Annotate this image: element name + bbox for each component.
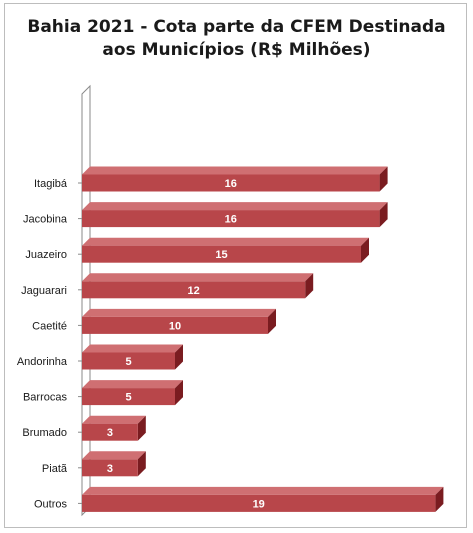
bar-side-3 — [305, 273, 314, 299]
data-label-4: 10 — [169, 320, 181, 332]
bar-side-2 — [361, 237, 369, 263]
bar-top-4 — [82, 308, 276, 317]
tick-label-2: Juazeiro — [25, 249, 67, 261]
chart-title: Bahia 2021 - Cota parte da CFEM Destinad… — [0, 16, 473, 62]
bar-side-4 — [268, 308, 276, 334]
tick-label-7: Brumado — [22, 427, 67, 439]
bar-side-8 — [137, 451, 146, 477]
data-label-9: 19 — [253, 498, 265, 510]
bar-top-8 — [82, 451, 146, 460]
tick-label-8: Piatã — [42, 463, 68, 475]
chart-title-line-1: Bahia 2021 - Cota parte da CFEM Destinad… — [27, 17, 446, 37]
tick-label-9: Outros — [34, 498, 68, 510]
bar-6 — [82, 388, 175, 406]
tick-label-1: Jacobina — [23, 214, 68, 226]
bar-2 — [82, 245, 361, 263]
bar-4 — [82, 316, 268, 334]
chart-frame — [4, 3, 467, 528]
bar-top-5 — [82, 344, 183, 353]
bar-7 — [82, 423, 138, 441]
data-label-5: 5 — [125, 356, 131, 368]
bar-top-0 — [82, 166, 388, 175]
tick-label-0: Itagibá — [34, 178, 68, 190]
data-label-8: 3 — [107, 463, 113, 475]
data-label-6: 5 — [125, 392, 131, 404]
tick-label-3: Jaguarari — [21, 285, 67, 297]
data-label-1: 16 — [225, 214, 237, 226]
bar-side-9 — [435, 486, 444, 512]
bar-top-2 — [82, 237, 369, 246]
bar-side-7 — [137, 415, 146, 441]
bar-side-1 — [379, 202, 388, 228]
tick-label-4: Caetité — [32, 320, 67, 332]
axis-wall — [81, 84, 91, 517]
bar-top-7 — [82, 415, 146, 424]
bar-top-6 — [82, 380, 183, 389]
bar-side-5 — [175, 344, 183, 370]
bar-1 — [82, 210, 380, 228]
bar-8 — [82, 459, 138, 477]
bar-top-1 — [82, 202, 388, 211]
data-label-3: 12 — [187, 285, 199, 297]
bar-9 — [82, 494, 436, 512]
bar-3 — [82, 281, 306, 299]
bar-5 — [82, 352, 175, 370]
bar-side-0 — [379, 166, 388, 192]
chart-title-line-2: aos Municípios (R$ Milhões) — [102, 40, 371, 60]
data-label-2: 15 — [215, 249, 227, 261]
data-label-7: 3 — [107, 427, 113, 439]
bar-top-3 — [82, 273, 314, 282]
bar-top-9 — [82, 486, 444, 495]
tick-label-5: Andorinha — [17, 356, 68, 368]
bar-side-6 — [175, 380, 183, 406]
bar-0 — [82, 174, 380, 192]
tick-label-6: Barrocas — [23, 392, 68, 404]
data-label-0: 16 — [225, 178, 237, 190]
